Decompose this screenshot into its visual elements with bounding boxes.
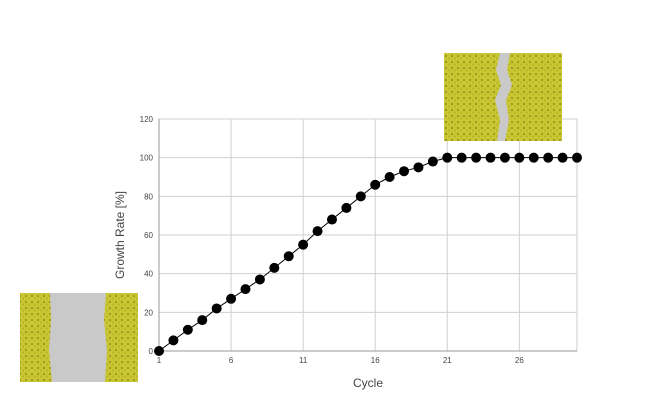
point bbox=[456, 152, 467, 163]
point bbox=[197, 315, 208, 326]
point bbox=[182, 324, 193, 335]
point bbox=[312, 226, 323, 237]
point bbox=[226, 293, 237, 304]
x-tick-label: 21 bbox=[443, 356, 452, 365]
point bbox=[355, 191, 366, 202]
y-tick-label: 120 bbox=[140, 115, 154, 124]
point bbox=[471, 152, 482, 163]
x-tick-label: 6 bbox=[229, 356, 234, 365]
point bbox=[370, 179, 381, 190]
point bbox=[399, 166, 410, 177]
point bbox=[557, 152, 568, 163]
point bbox=[528, 152, 539, 163]
point bbox=[543, 152, 554, 163]
point bbox=[283, 251, 294, 262]
x-tick-label: 16 bbox=[371, 356, 380, 365]
point bbox=[514, 152, 525, 163]
point bbox=[298, 239, 309, 250]
point bbox=[427, 156, 438, 167]
y-axis-label: Growth Rate [%] bbox=[113, 191, 127, 279]
point bbox=[240, 284, 251, 295]
point bbox=[154, 346, 164, 356]
point bbox=[168, 335, 179, 346]
point bbox=[499, 152, 510, 163]
point bbox=[485, 152, 496, 163]
point bbox=[326, 214, 337, 225]
point bbox=[413, 162, 424, 173]
x-tick-label: 11 bbox=[299, 356, 308, 365]
point bbox=[269, 262, 280, 273]
cell-image-start bbox=[20, 293, 138, 382]
point bbox=[384, 172, 395, 182]
y-tick-label: 0 bbox=[149, 347, 154, 356]
point bbox=[211, 303, 222, 314]
point bbox=[341, 202, 352, 213]
point bbox=[254, 274, 265, 285]
y-tick-label: 20 bbox=[144, 308, 153, 317]
x-tick-label: 1 bbox=[157, 356, 162, 365]
y-tick-label: 40 bbox=[144, 270, 153, 279]
x-tick-label: 26 bbox=[515, 356, 524, 365]
y-tick-label: 80 bbox=[144, 192, 153, 201]
y-tick-label: 100 bbox=[140, 154, 154, 163]
point bbox=[572, 152, 582, 163]
series-line bbox=[158, 157, 577, 352]
point bbox=[442, 152, 453, 163]
cell-image-end bbox=[444, 53, 562, 141]
y-tick-label: 60 bbox=[144, 231, 153, 240]
x-axis-label: Cycle bbox=[353, 376, 383, 390]
